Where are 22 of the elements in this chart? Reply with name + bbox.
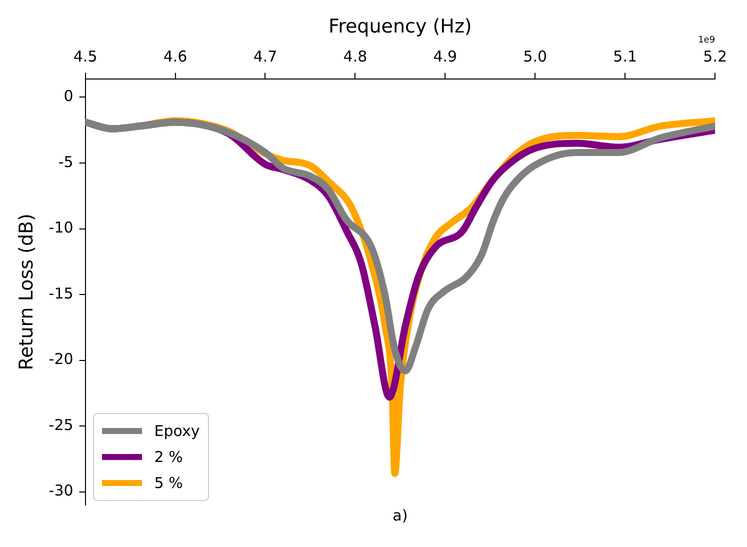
y-tick-label: -10: [48, 218, 74, 237]
y-tick-label: -5: [58, 152, 74, 171]
x-tick-label: 5.0: [523, 48, 548, 66]
legend-label: Epoxy: [154, 422, 200, 440]
y-tick-label: -20: [48, 350, 74, 368]
y-tick-label: -25: [48, 416, 74, 434]
y-axis-title: Return Loss (dB): [15, 214, 38, 370]
text: 1e9: [698, 36, 716, 46]
x-tick-label: 4.6: [163, 48, 188, 66]
x-tick-label: 4.7: [253, 48, 278, 66]
y-tick-label: -30: [48, 482, 74, 500]
text: a): [392, 506, 408, 524]
x-tick-label: 5.1: [613, 48, 638, 66]
legend-label: 2 %: [154, 448, 183, 466]
x-axis-title: Frequency (Hz): [328, 15, 472, 38]
x-tick-label: 4.9: [433, 48, 458, 66]
x-tick-label: 5.2: [703, 48, 727, 66]
x-tick-label: 4.5: [73, 48, 98, 66]
y-tick-label: 0: [64, 87, 74, 106]
x-tick-label: 4.8: [343, 48, 368, 66]
legend-label: 5 %: [154, 474, 183, 492]
y-tick-label: -15: [48, 284, 74, 302]
